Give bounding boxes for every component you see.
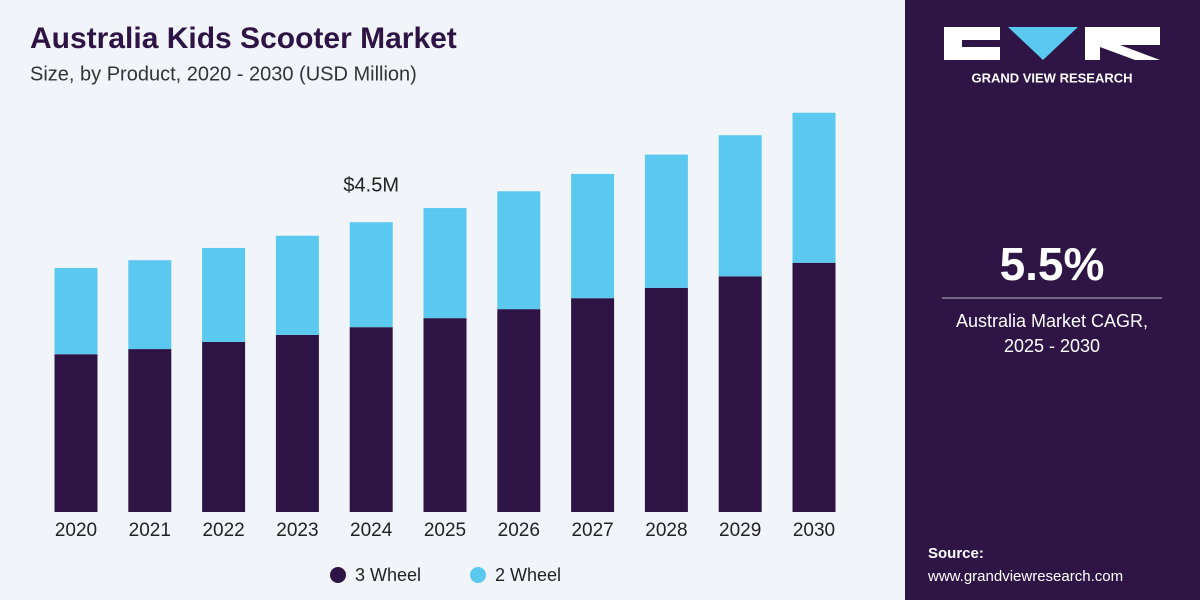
bar-segment xyxy=(571,173,615,299)
bar-segment xyxy=(275,334,319,512)
bar-segment xyxy=(202,341,246,512)
x-tick-label: 2020 xyxy=(55,520,97,541)
chart-title: Australia Kids Scooter Market xyxy=(30,22,457,55)
logo-g xyxy=(944,27,1000,60)
brand-name: GRAND VIEW RESEARCH xyxy=(971,70,1132,85)
legend-label: 3 Wheel xyxy=(355,565,421,585)
x-tick-label: 2029 xyxy=(719,520,761,541)
plot: 2020 2021 2022 2023 2024 2025 2026 2027 2028 2029… xyxy=(54,112,836,585)
x-tick-label: 2022 xyxy=(202,520,244,541)
bar-segment xyxy=(202,247,246,342)
x-tick-label: 2027 xyxy=(571,520,613,541)
x-tick-label: 2028 xyxy=(645,520,687,541)
logo xyxy=(944,27,1160,60)
bar-segment xyxy=(128,349,172,512)
bar-segment xyxy=(792,112,836,263)
bar-segment xyxy=(718,135,762,277)
bar-segment xyxy=(718,276,762,512)
sidebar-background xyxy=(905,0,1200,600)
bar-segment xyxy=(792,262,836,512)
logo-v xyxy=(1008,27,1078,60)
x-tick-label: 2030 xyxy=(793,520,835,541)
source-url: www.grandviewresearch.com xyxy=(927,568,1123,585)
cagr-caption: 2025 - 2030 xyxy=(1004,336,1100,356)
logo-r xyxy=(1085,27,1160,60)
x-tick-label: 2026 xyxy=(498,520,540,541)
legend-label: 2 Wheel xyxy=(495,565,561,585)
bar-segment xyxy=(54,354,98,512)
bar-segment xyxy=(423,208,467,319)
bar-segment xyxy=(644,287,688,512)
data-label: $4.5M xyxy=(343,174,399,196)
x-tick-label: 2025 xyxy=(424,520,466,541)
cagr-value: 5.5% xyxy=(1000,238,1105,290)
cagr-caption: Australia Market CAGR, xyxy=(956,311,1148,331)
legend-marker xyxy=(330,567,346,583)
bar-segment xyxy=(54,267,98,355)
bar-segment xyxy=(571,298,615,512)
source-label: Source: xyxy=(928,545,984,562)
bar-segment xyxy=(349,327,393,512)
x-tick-label: 2023 xyxy=(276,520,318,541)
bar-segment xyxy=(128,260,172,350)
bar-segment xyxy=(275,235,319,335)
bar-segment xyxy=(423,318,467,512)
bar-segment xyxy=(497,309,541,512)
x-tick-label: 2024 xyxy=(350,520,393,541)
bar-segment xyxy=(644,154,688,288)
bar-segment xyxy=(349,222,393,328)
bar-segment xyxy=(497,191,541,310)
legend-marker xyxy=(470,567,486,583)
chart-subtitle: Size, by Product, 2020 - 2030 (USD Milli… xyxy=(30,63,417,85)
x-tick-label: 2021 xyxy=(129,520,171,541)
